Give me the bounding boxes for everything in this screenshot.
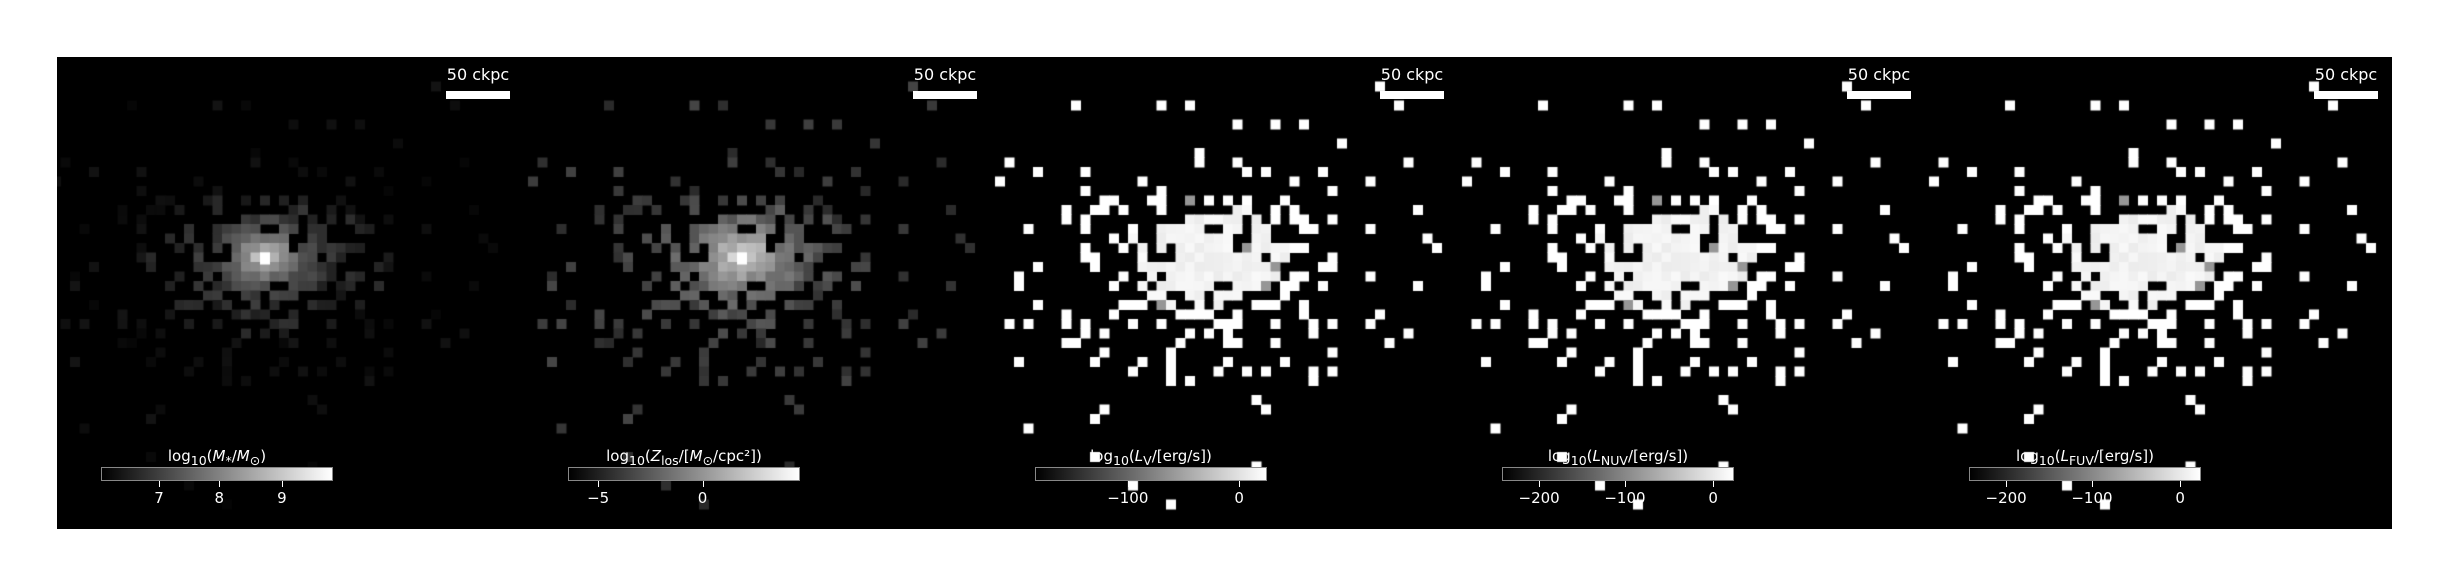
colorbar-tick — [1713, 481, 1715, 487]
colorbar-tick-label: 0 — [697, 489, 708, 507]
scalebar — [913, 91, 977, 99]
cbar-log: log — [167, 447, 191, 465]
scalebar-label: 50 ckpc — [913, 65, 977, 84]
colorbar-tick — [2180, 481, 2182, 487]
colorbar-tick-label: 0 — [1708, 489, 1718, 507]
scalebar-label: 50 ckpc — [446, 65, 510, 84]
cbar-log: log — [1547, 447, 1571, 465]
cbar-log-base: 10 — [2038, 453, 2055, 468]
scalebar-label: 50 ckpc — [2314, 65, 2378, 84]
cbar-close: ) — [260, 447, 267, 465]
map-image — [57, 57, 524, 529]
cbar-paren: ( — [206, 447, 213, 465]
cbar-paren: ( — [1586, 447, 1593, 465]
scalebar-label: 50 ckpc — [1847, 65, 1911, 84]
colorbar-tick — [1539, 481, 1541, 487]
panel-lum-fuv: 50 ckpc log10(LFUV/[erg/s]) −200 −100 0 — [1925, 57, 2392, 529]
colorbar — [568, 467, 800, 481]
scalebar — [1380, 91, 1444, 99]
colorbar-tick — [219, 481, 221, 487]
colorbar-tick-label: −5 — [587, 489, 610, 507]
colorbar-tick — [702, 481, 704, 487]
cbar-var-sub: * — [225, 453, 232, 468]
cbar-var-sub: los — [661, 453, 679, 468]
colorbar-tick — [1239, 481, 1241, 487]
colorbar-tick — [2006, 481, 2008, 487]
cbar-var: Z — [650, 447, 662, 465]
map-image — [524, 57, 991, 529]
colorbar-tick — [598, 481, 600, 487]
colorbar-tick — [1127, 481, 1129, 487]
colorbar-tick-label: −100 — [1604, 489, 1646, 507]
cbar-unit-sub: ⊙ — [702, 453, 714, 468]
colorbar-tick-label: 0 — [2175, 489, 2185, 507]
scalebar-label: 50 ckpc — [1380, 65, 1444, 84]
cbar-paren: ( — [1128, 447, 1135, 465]
cbar-log-base: 10 — [629, 453, 645, 468]
cbar-unit: M — [236, 447, 250, 465]
colorbar-tick-label: −100 — [2071, 489, 2113, 507]
colorbar — [1035, 467, 1267, 481]
colorbar-title: log10(LNUV/[erg/s]) — [1502, 447, 1734, 468]
colorbar-tick-label: 0 — [1234, 489, 1244, 507]
colorbar-tick-label: −200 — [1518, 489, 1560, 507]
cbar-unit-sub: ⊙ — [249, 453, 261, 468]
scalebar — [1847, 91, 1911, 99]
cbar-var-sub: FUV — [2068, 453, 2094, 468]
cbar-sep: /[erg/s]) — [1151, 447, 1212, 465]
colorbar-title: log10(LFUV/[erg/s]) — [1969, 447, 2201, 468]
colorbar — [1502, 467, 1734, 481]
cbar-sep: /[erg/s]) — [2093, 447, 2155, 465]
colorbar-title: log10(Zlos/[M⊙/cpc²]) — [568, 447, 800, 468]
cbar-close: /cpc²]) — [713, 447, 762, 465]
cbar-log-base: 10 — [190, 453, 207, 468]
cbar-var: L — [2060, 447, 2069, 465]
colorbar-tick-label: 7 — [154, 489, 164, 507]
cbar-var: L — [1592, 447, 1601, 465]
panel-metallicity: 50 ckpc log10(Zlos/[M⊙/cpc²]) −5 0 — [524, 57, 991, 529]
colorbar-tick-label: −200 — [1985, 489, 2027, 507]
cbar-log-base: 10 — [1570, 453, 1587, 468]
colorbar — [101, 467, 333, 481]
cbar-sep: / — [231, 447, 237, 465]
cbar-unit: M — [689, 447, 703, 465]
cbar-log: log — [2015, 447, 2039, 465]
cbar-paren: ( — [644, 447, 651, 465]
cbar-var-sub: NUV — [1600, 453, 1628, 468]
colorbar-title: log10(LV/[erg/s]) — [1035, 447, 1267, 468]
colorbar-tick-label: 9 — [277, 489, 287, 507]
map-image — [1458, 57, 1925, 529]
colorbar-tick-label: 8 — [214, 489, 225, 507]
panel-lum-v: 50 ckpc log10(LV/[erg/s]) −100 0 — [991, 57, 1458, 529]
cbar-paren: ( — [2054, 447, 2061, 465]
colorbar-tick — [1624, 481, 1626, 487]
cbar-var-sub: V — [1143, 453, 1152, 468]
cbar-var: L — [1134, 447, 1144, 465]
map-image — [991, 57, 1458, 529]
colorbar-tick — [281, 481, 283, 487]
colorbar — [1969, 467, 2201, 481]
cbar-log: log — [606, 447, 630, 465]
colorbar-tick-label: −100 — [1107, 489, 1149, 507]
cbar-sep: /[erg/s]) — [1627, 447, 1689, 465]
colorbar-tick — [2091, 481, 2093, 487]
cbar-var: M — [212, 447, 226, 465]
cbar-log-base: 10 — [1113, 453, 1129, 468]
panel-lum-nuv: 50 ckpc log10(LNUV/[erg/s]) −200 −100 0 — [1458, 57, 1925, 529]
cbar-sep: /[ — [678, 447, 690, 465]
colorbar-tick — [159, 481, 160, 487]
scalebar — [2314, 91, 2378, 99]
map-image — [1925, 57, 2392, 529]
cbar-log: log — [1090, 447, 1114, 465]
colorbar-title: log10(M*/M⊙) — [101, 447, 333, 468]
scalebar — [446, 91, 510, 99]
